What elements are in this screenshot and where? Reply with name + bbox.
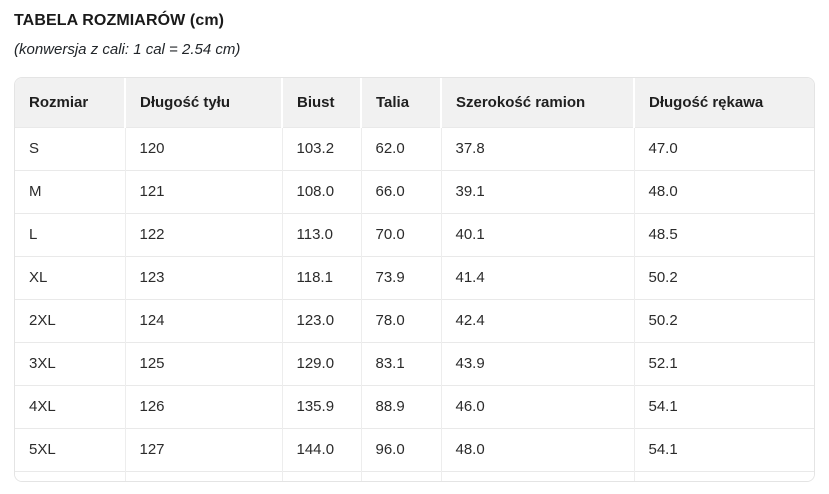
empty-cell [440,470,634,481]
measurement-cell: 43.9 [440,341,634,385]
table-header: Rozmiar Długość tyłu Biust Talia Szerokość r… [15,78,814,127]
size-label-cell: XL [15,255,125,299]
measurement-cell: 129.0 [281,341,361,385]
table-row: 4XL 126 135.9 88.9 46.0 54.1 [15,384,814,428]
table-header-row: Rozmiar Długość tyłu Biust Talia Szerokość r… [15,78,814,127]
measurement-cell: 70.0 [360,212,441,256]
measurement-cell: 54.1 [633,427,814,471]
table-row: XL 123 118.1 73.9 41.4 50.2 [15,255,814,299]
measurement-cell: 108.0 [281,169,361,213]
measurement-cell: 122 [124,212,282,256]
size-label-cell: 4XL [15,384,125,428]
size-label-cell: L [15,212,125,256]
measurement-cell: 54.1 [633,384,814,428]
measurement-cell: 124 [124,298,282,342]
measurement-cell: 48.0 [633,169,814,213]
page-title: TABELA ROZMIARÓW (cm) [14,12,225,29]
empty-cell [633,470,814,481]
table-row: 5XL 127 144.0 96.0 48.0 54.1 [15,427,814,471]
measurement-cell: 48.0 [440,427,634,471]
measurement-cell: 50.2 [633,298,814,342]
measurement-cell: 123.0 [281,298,361,342]
measurement-cell: 96.0 [360,427,441,471]
size-label-cell: S [15,126,125,170]
measurement-cell: 37.8 [440,126,634,170]
measurement-cell: 46.0 [440,384,634,428]
measurement-cell: 47.0 [633,126,814,170]
measurement-cell: 121 [124,169,282,213]
measurement-cell: 39.1 [440,169,634,213]
measurement-cell: 40.1 [440,212,634,256]
size-table: Rozmiar Długość tyłu Biust Talia Szerokość r… [15,78,814,481]
column-header: Rozmiar [15,78,125,127]
measurement-cell: 135.9 [281,384,361,428]
measurement-cell: 118.1 [281,255,361,299]
empty-cell [124,470,282,481]
table-row: 2XL 124 123.0 78.0 42.4 50.2 [15,298,814,342]
table-row: L 122 113.0 70.0 40.1 48.5 [15,212,814,256]
measurement-cell: 126 [124,384,282,428]
measurement-cell: 78.0 [360,298,441,342]
measurement-cell: 88.9 [360,384,441,428]
table-row-partial [15,470,814,481]
column-header: Długość tyłu [124,78,282,127]
measurement-cell: 73.9 [360,255,441,299]
measurement-cell: 41.4 [440,255,634,299]
measurement-cell: 144.0 [281,427,361,471]
column-header: Talia [360,78,441,127]
measurement-cell: 50.2 [633,255,814,299]
table-row: M 121 108.0 66.0 39.1 48.0 [15,169,814,213]
measurement-cell: 83.1 [360,341,441,385]
column-header: Biust [281,78,361,127]
measurement-cell: 52.1 [633,341,814,385]
measurement-cell: 62.0 [360,126,441,170]
measurement-cell: 127 [124,427,282,471]
measurement-cell: 113.0 [281,212,361,256]
empty-cell [281,470,361,481]
measurement-cell: 66.0 [360,169,441,213]
table-row: 3XL 125 129.0 83.1 43.9 52.1 [15,341,814,385]
measurement-cell: 123 [124,255,282,299]
column-header: Szerokość ramion [440,78,634,127]
size-label-cell: M [15,169,125,213]
measurement-cell: 42.4 [440,298,634,342]
empty-cell [15,470,125,481]
empty-cell [360,470,441,481]
conversion-note: (konwersja z cali: 1 cal = 2.54 cm) [14,41,241,58]
size-table-card: Rozmiar Długość tyłu Biust Talia Szerokość r… [14,77,815,482]
table-row: S 120 103.2 62.0 37.8 47.0 [15,126,814,170]
size-label-cell: 2XL [15,298,125,342]
measurement-cell: 48.5 [633,212,814,256]
column-header: Długość rękawa [633,78,814,127]
measurement-cell: 103.2 [281,126,361,170]
table-body: S 120 103.2 62.0 37.8 47.0 M 121 108.0 66.0 39.1 48… [15,126,814,481]
measurement-cell: 120 [124,126,282,170]
measurement-cell: 125 [124,341,282,385]
size-label-cell: 3XL [15,341,125,385]
size-label-cell: 5XL [15,427,125,471]
